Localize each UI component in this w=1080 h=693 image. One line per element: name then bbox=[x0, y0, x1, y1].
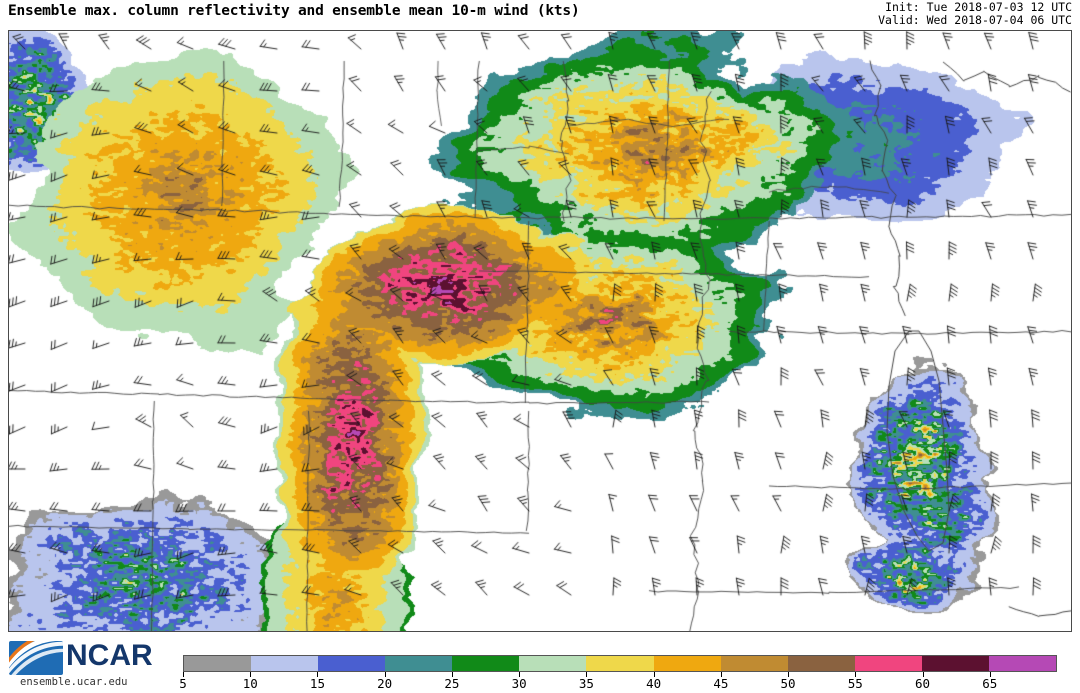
colorbar-segment-20-25 bbox=[385, 656, 453, 671]
colorbar-tick-label: 55 bbox=[847, 676, 863, 691]
colorbar-segment-10-15 bbox=[251, 656, 319, 671]
colorbar-tick bbox=[317, 672, 319, 677]
ncar-logo-mark bbox=[9, 641, 63, 675]
wind-barb-layer bbox=[9, 31, 1071, 631]
colorbar-tick-label: 5 bbox=[179, 676, 187, 691]
colorbar-tick-label: 65 bbox=[982, 676, 998, 691]
footer-bar: NCAR ensemble.ucar.edu 5 10 15 20 25 30 35 40 45… bbox=[0, 634, 1080, 693]
colorbar-tick-label: 45 bbox=[713, 676, 729, 691]
colorbar-segment-40-45 bbox=[653, 656, 721, 671]
colorbar-tick-label: 15 bbox=[309, 676, 325, 691]
map-panel[interactable] bbox=[8, 30, 1072, 632]
colorbar-segment-15-20 bbox=[318, 656, 386, 671]
colorbar-tick-label: 60 bbox=[915, 676, 931, 691]
colorbar-tick-label: 40 bbox=[646, 676, 662, 691]
colorbar-tick bbox=[586, 672, 588, 677]
colorbar-tick bbox=[922, 672, 924, 677]
colorbar-tick-label: 35 bbox=[578, 676, 594, 691]
colorbar-segment-45-50 bbox=[720, 656, 788, 671]
init-time-label: Init: Tue 2018-07-03 12 UTC bbox=[885, 0, 1072, 14]
colorbar-tick bbox=[855, 672, 857, 677]
colorbar-tick-label: 50 bbox=[780, 676, 796, 691]
colorbar-segment-55-60 bbox=[854, 656, 922, 671]
colorbar-segment-50-55 bbox=[787, 656, 855, 671]
header-bar: Ensemble max. column reflectivity and en… bbox=[0, 0, 1080, 30]
ncar-logo[interactable]: NCAR ensemble.ucar.edu bbox=[6, 636, 176, 691]
colorbar-segment-5-10 bbox=[184, 656, 252, 671]
page-title: Ensemble max. column reflectivity and en… bbox=[8, 3, 580, 19]
colorbar-tick bbox=[989, 672, 991, 677]
colorbar-tick bbox=[519, 672, 521, 677]
colorbar-tick bbox=[384, 672, 386, 677]
colorbar-segment-65-70 bbox=[988, 656, 1057, 671]
colorbar-tick-label: 30 bbox=[511, 676, 527, 691]
colorbar-segment-60-65 bbox=[921, 656, 989, 671]
colorbar-segment-35-40 bbox=[586, 656, 654, 671]
colorbar-tick bbox=[720, 672, 722, 677]
colorbar-tick-label: 20 bbox=[377, 676, 393, 691]
colorbar-tick bbox=[250, 672, 252, 677]
colorbar-tick bbox=[183, 672, 184, 677]
reflectivity-colorbar[interactable] bbox=[183, 655, 1057, 672]
valid-time-label: Valid: Wed 2018-07-04 06 UTC bbox=[878, 13, 1072, 27]
colorbar-tick-label: 10 bbox=[242, 676, 258, 691]
timestamp-block: Init: Tue 2018-07-03 12 UTC Valid: Wed 2… bbox=[878, 1, 1072, 27]
ncar-logo-url: ensemble.ucar.edu bbox=[20, 676, 128, 688]
colorbar-tick bbox=[653, 672, 655, 677]
colorbar-tick-label: 25 bbox=[444, 676, 460, 691]
colorbar-tick-labels: 5 10 15 20 25 30 35 40 45 50 55 60 65 bbox=[179, 672, 1057, 692]
ncar-logo-text: NCAR bbox=[66, 639, 153, 672]
colorbar-segment-30-35 bbox=[519, 656, 587, 671]
colorbar-tick bbox=[451, 672, 453, 677]
colorbar-segment-25-30 bbox=[452, 656, 520, 671]
colorbar-tick bbox=[788, 672, 790, 677]
